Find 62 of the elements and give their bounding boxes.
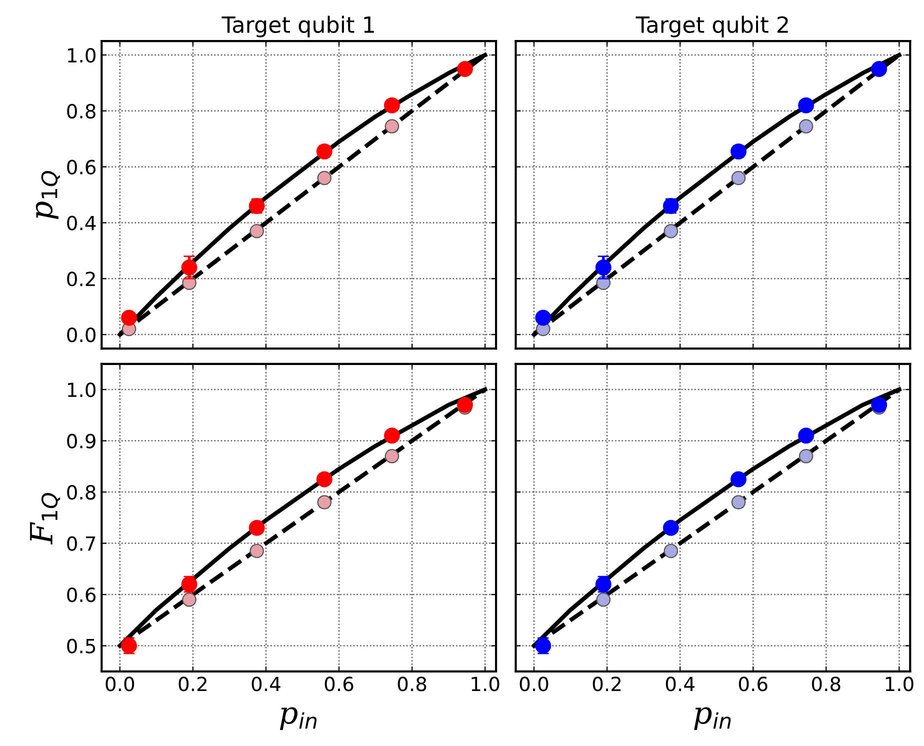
x-tick-label: 1.0 [472,676,500,692]
chart-title: Target qubit 2 [636,16,788,38]
y-tick-label: 0.2 [67,272,95,286]
point [798,119,814,134]
x-tick-label: 0.8 [398,676,426,692]
x-axis-title: p$_{in}$ [280,707,317,730]
point [664,224,678,238]
point [535,310,552,326]
point [248,520,265,536]
y-tick-label: 0.8 [67,104,96,119]
x-tick-label: 0.0 [520,676,548,692]
point [121,310,138,326]
point [250,224,264,238]
x-tick-label: 0.4 [252,676,280,692]
point [731,495,746,510]
y-tick-label: 0.9 [67,434,96,448]
point [596,592,611,607]
point [384,428,400,444]
y-tick-label: 0.8 [67,484,96,500]
y-axis-title: F$_{1Q}$ [30,493,60,545]
point [798,428,814,444]
x-tick-label: 0.6 [738,676,768,692]
point [384,97,400,114]
point [317,495,332,510]
point [457,61,473,77]
point [871,396,888,413]
point [798,97,814,114]
point [316,471,332,488]
point [384,449,400,464]
point [730,143,746,160]
point [662,520,679,536]
point [798,449,814,464]
x-tick-label: 0.6 [324,676,354,692]
y-tick-label: 0.6 [67,160,96,174]
point [871,61,888,77]
point [384,119,400,134]
x-axis-title: p$_{in}$ [694,707,731,730]
point [595,259,612,276]
chart-title: Target qubit 1 [222,16,374,38]
y-tick-label: 1.0 [68,382,96,398]
x-tick-label: 0.2 [178,676,206,692]
x-tick-label: 0.2 [592,676,621,692]
y-tick-label: 0.6 [67,587,96,602]
y-tick-label: 0.7 [67,536,96,551]
x-tick-label: 1.0 [886,676,914,692]
x-tick-label: 0.8 [812,676,840,692]
x-tick-label: 0.0 [106,676,134,692]
y-tick-label: 0.0 [67,328,96,342]
y-axis-title: p$_{1Q}$ [36,171,60,220]
point [457,396,473,413]
point [250,544,264,558]
point [730,471,746,488]
point [731,170,746,186]
y-tick-label: 0.5 [67,638,96,654]
point [181,259,198,276]
y-tick-label: 1.0 [68,48,96,63]
y-tick-label: 0.4 [67,216,96,230]
point [182,592,196,607]
point [664,544,678,558]
point [316,143,332,160]
x-tick-label: 0.4 [666,676,694,692]
point [317,170,332,186]
